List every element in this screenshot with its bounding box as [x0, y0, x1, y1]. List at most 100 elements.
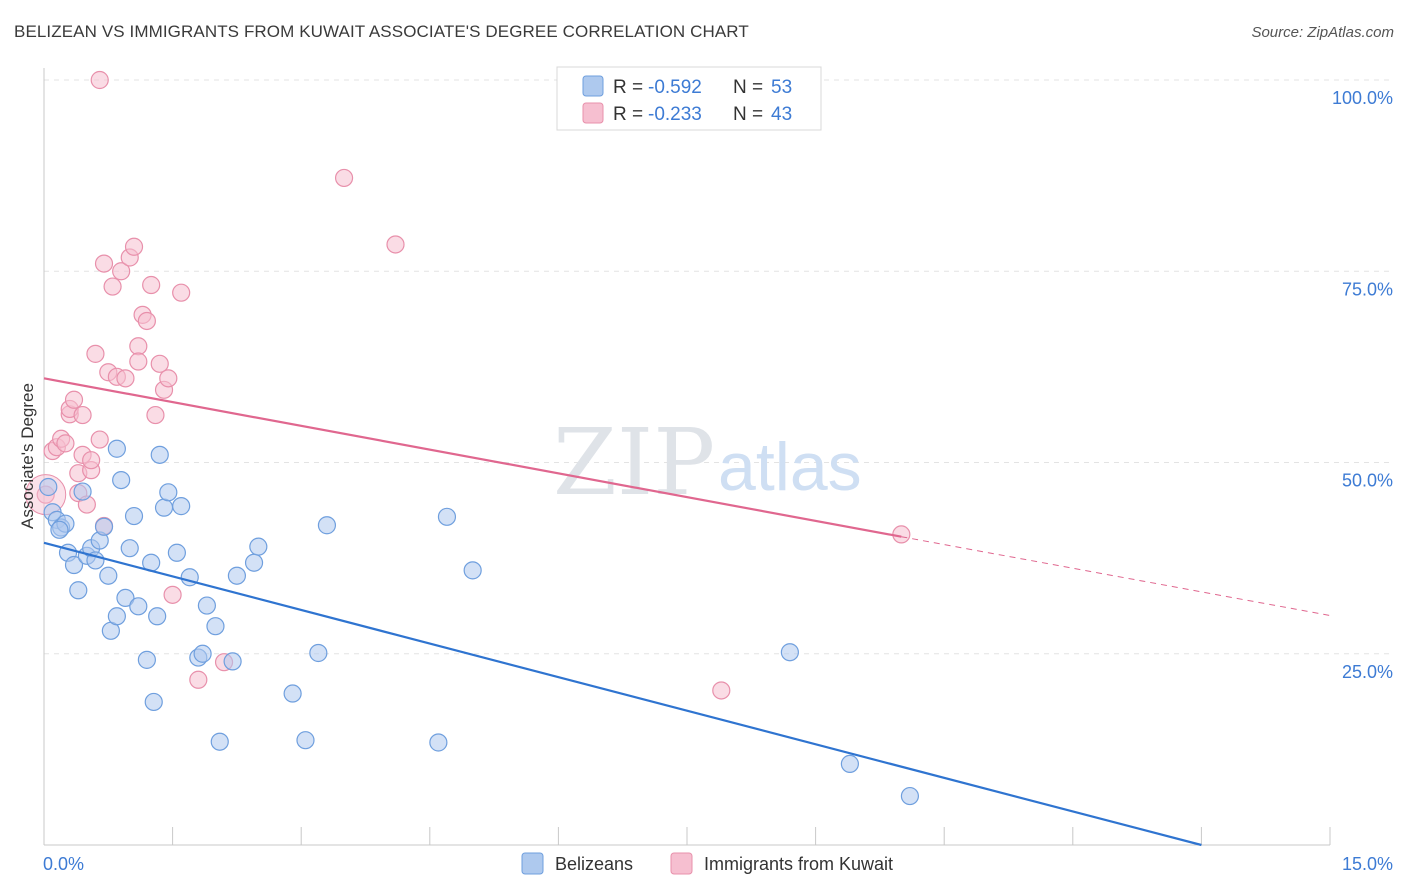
- point-kuwait-7: [64, 390, 84, 409]
- watermark-atlas: atlas: [718, 429, 862, 505]
- y-tick-labels: 100.0% 75.0% 50.0% 25.0%: [1332, 88, 1393, 682]
- legend-r-value-1: -0.592: [648, 77, 702, 98]
- point-kuwait-26: [129, 337, 148, 356]
- point-kuwait-36: [172, 283, 191, 302]
- point-kuwait-4: [56, 434, 75, 453]
- point-belizeans-52: [50, 520, 69, 539]
- y-tick-label-0: 100.0%: [1332, 88, 1393, 108]
- x-tick-labels: 0.0% 15.0%: [43, 854, 1393, 874]
- watermark-zip: ZIP: [553, 409, 715, 516]
- point-belizeans-7: [73, 482, 92, 501]
- point-kuwait-11: [73, 405, 92, 425]
- point-kuwait-35: [163, 585, 182, 604]
- point-belizeans-42: [296, 731, 315, 750]
- point-belizeans-37: [223, 652, 242, 671]
- point-kuwait-22: [112, 262, 131, 281]
- point-kuwait-16: [90, 430, 109, 449]
- series-legend: Belizeans Immigrants from Kuwait: [521, 852, 893, 875]
- point-belizeans-12: [94, 517, 114, 536]
- legend-n-label-1: N =: [733, 77, 763, 98]
- stats-legend: R = -0.592 N = 53 R = -0.233 N = 43: [556, 66, 822, 131]
- trend-line-kuwait: [43, 377, 902, 538]
- legend-swatch-belizeans: [582, 75, 604, 97]
- legend-n-value-2: 43: [771, 104, 792, 125]
- legend-n-label-2: N =: [733, 104, 763, 125]
- bottom-legend-kuwait: Immigrants from Kuwait: [704, 854, 893, 874]
- point-kuwait-37: [189, 670, 208, 689]
- point-kuwait-31: [146, 405, 165, 425]
- point-belizeans-26: [150, 445, 169, 464]
- point-belizeans-5: [64, 555, 84, 575]
- y-tick-label-1: 75.0%: [1342, 279, 1393, 299]
- point-belizeans-17: [112, 470, 131, 490]
- point-kuwait-40: [334, 168, 354, 188]
- point-belizeans-45: [429, 733, 448, 752]
- point-kuwait-15: [86, 344, 105, 363]
- point-belizeans-34: [197, 596, 216, 615]
- point-belizeans-13: [99, 566, 118, 585]
- point-kuwait-39: [90, 70, 109, 90]
- grid-lines: [44, 79, 1392, 655]
- point-belizeans-48: [780, 643, 799, 662]
- point-kuwait-43: [892, 525, 911, 544]
- point-belizeans-24: [144, 692, 163, 712]
- point-belizeans-28: [159, 483, 178, 502]
- point-belizeans-50: [900, 786, 920, 806]
- x-tick-label-0: 0.0%: [43, 854, 84, 874]
- series-kuwait-points: [25, 70, 911, 700]
- point-belizeans-20: [124, 506, 144, 526]
- legend-swatch-kuwait: [582, 102, 604, 124]
- axes: [43, 68, 1331, 846]
- chart-title: BELIZEAN VS IMMIGRANTS FROM KUWAIT ASSOC…: [14, 22, 749, 41]
- point-belizeans-33: [193, 644, 212, 663]
- point-kuwait-20: [103, 277, 122, 296]
- bottom-legend-belizeans: Belizeans: [555, 854, 633, 874]
- point-belizeans-30: [172, 497, 191, 516]
- point-belizeans-27: [154, 498, 174, 517]
- legend-r-label-1: R =: [613, 77, 643, 98]
- point-belizeans-15: [107, 607, 126, 626]
- point-belizeans-35: [206, 617, 225, 636]
- point-belizeans-47: [463, 561, 482, 580]
- point-belizeans-18: [116, 588, 135, 608]
- point-belizeans-39: [244, 553, 264, 572]
- series-belizeans-points: [39, 439, 920, 806]
- trend-lines: [43, 377, 1331, 847]
- source-credit: Source: ZipAtlas.com: [1251, 24, 1394, 41]
- point-kuwait-23: [116, 369, 135, 388]
- point-belizeans-29: [167, 543, 186, 562]
- legend-r-value-2: -0.233: [648, 104, 702, 125]
- point-kuwait-29: [137, 311, 156, 331]
- point-belizeans-6: [69, 581, 88, 600]
- point-kuwait-27: [129, 352, 148, 371]
- y-axis-label: Associate's Degree: [18, 383, 37, 529]
- point-belizeans-43: [309, 643, 328, 663]
- point-kuwait-30: [142, 275, 161, 295]
- legend-n-value-1: 53: [771, 77, 792, 98]
- point-belizeans-21: [129, 597, 148, 616]
- y-tick-label-3: 25.0%: [1342, 662, 1393, 682]
- point-belizeans-22: [137, 650, 156, 669]
- point-belizeans-16: [107, 439, 126, 458]
- point-belizeans-44: [317, 516, 337, 535]
- point-kuwait-41: [386, 235, 405, 254]
- point-kuwait-32: [150, 354, 169, 373]
- bottom-legend-swatch-belizeans: [521, 852, 544, 875]
- point-belizeans-25: [148, 607, 167, 626]
- point-belizeans-19: [120, 539, 139, 558]
- point-belizeans-46: [437, 507, 457, 526]
- point-kuwait-34: [159, 369, 178, 388]
- point-kuwait-25: [124, 237, 144, 256]
- point-belizeans-51: [39, 477, 58, 497]
- point-kuwait-14: [82, 451, 101, 470]
- point-belizeans-36: [210, 732, 229, 751]
- y-tick-label-2: 50.0%: [1342, 471, 1393, 491]
- point-kuwait-18: [94, 254, 114, 273]
- point-kuwait-42: [712, 681, 731, 700]
- legend-r-label-2: R =: [613, 104, 643, 125]
- point-belizeans-49: [840, 754, 859, 774]
- point-belizeans-40: [249, 537, 268, 556]
- trend-line-kuwait-extension: [901, 536, 1331, 616]
- x-tick-label-1: 15.0%: [1342, 854, 1393, 874]
- bottom-legend-swatch-kuwait: [670, 852, 693, 875]
